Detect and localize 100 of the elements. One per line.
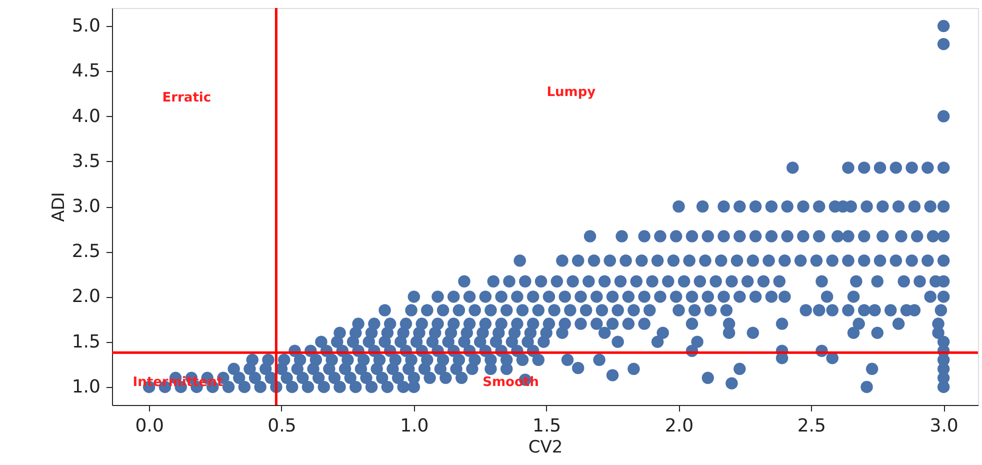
point [526,290,540,303]
point [820,290,834,303]
annotation: Erratic [162,90,212,106]
point [816,275,828,288]
point [871,275,884,288]
point [232,372,246,384]
point [638,290,650,303]
point [937,230,950,242]
point [781,230,794,242]
point [534,275,548,288]
point [628,304,640,316]
point [622,290,635,303]
point [842,304,854,316]
point [516,354,529,366]
point [734,362,746,376]
point [561,354,574,366]
point [484,304,497,316]
point [734,230,746,242]
point [596,304,608,316]
point [532,304,545,316]
point [612,336,624,348]
point [699,254,712,267]
point [654,230,666,242]
x-tick-label: 1.0 [400,416,429,436]
point [871,326,884,339]
y-tick-label: 3.0 [72,196,100,217]
point [503,275,516,288]
point [357,354,370,366]
point [588,254,600,267]
point [937,38,950,50]
point [937,162,950,174]
point [670,230,682,242]
point [352,318,364,330]
point [924,290,936,303]
x-tick-label: 2.5 [797,416,826,436]
point [606,369,619,382]
point [487,275,500,288]
point [914,275,926,288]
point [558,290,571,303]
point [302,380,314,394]
point [495,318,508,330]
point [797,230,810,242]
point [860,200,873,213]
point [424,372,436,384]
point [842,254,854,267]
point [246,354,258,366]
point [310,354,322,366]
point [832,230,844,242]
point [895,230,908,242]
point [344,372,356,384]
point [858,254,870,267]
point [612,304,624,316]
point [686,290,698,303]
point [890,254,902,267]
point [678,275,690,288]
point [704,304,717,316]
point [926,230,940,242]
point [405,354,418,366]
point [826,304,838,316]
point [620,254,632,267]
point [932,318,944,330]
point [432,318,444,330]
point [667,254,680,267]
point [778,290,791,303]
point [646,275,658,288]
point [421,304,434,316]
point [749,230,762,242]
point [638,318,650,330]
point [694,275,706,288]
point [884,304,897,316]
point [924,200,936,213]
point [797,200,810,213]
point [516,304,529,316]
point [315,336,328,348]
point [574,318,587,330]
point [593,354,606,366]
annotation: Lumpy [546,85,596,100]
point [440,372,452,384]
point [550,275,564,288]
point [702,290,714,303]
point [746,254,760,267]
point [847,326,860,339]
point [463,318,476,330]
point [556,254,568,267]
point [683,254,696,267]
y-tick-label: 5.0 [72,16,100,37]
point [718,230,730,242]
point [616,230,628,242]
point [622,318,635,330]
point [765,230,778,242]
point [749,200,762,213]
point [463,290,476,303]
point [726,377,738,390]
point [580,304,592,316]
point [582,275,595,288]
point [452,304,466,316]
point [842,230,854,242]
point [318,380,330,394]
point [874,254,886,267]
point [479,318,492,330]
